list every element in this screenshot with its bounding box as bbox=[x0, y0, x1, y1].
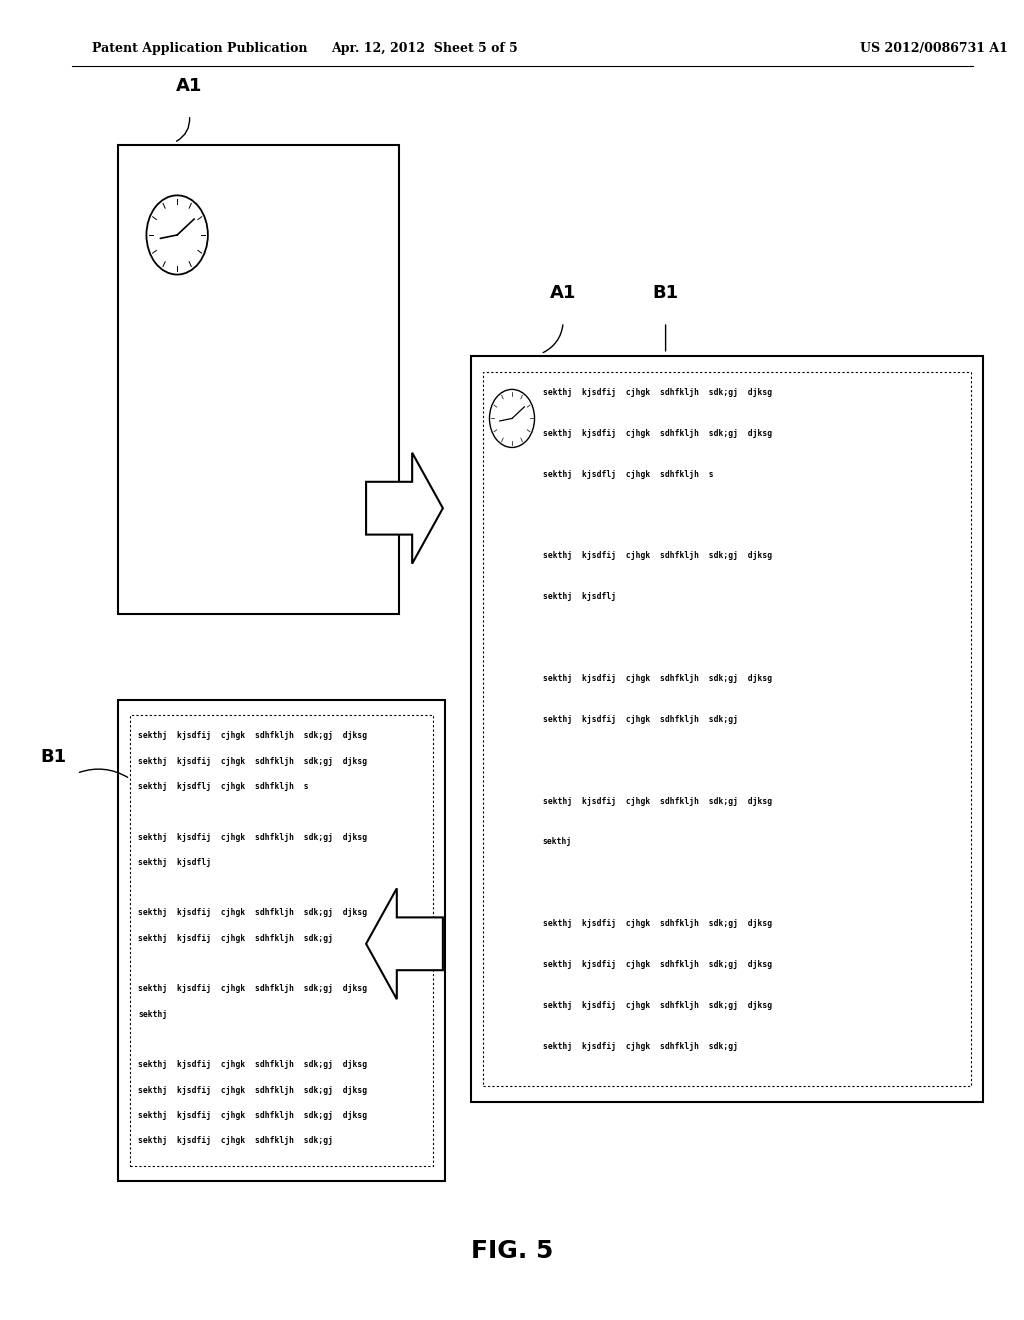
Text: sekthj  kjsdfij  cjhgk  sdhfkljh  sdk;gj  djksg: sekthj kjsdfij cjhgk sdhfkljh sdk;gj djk… bbox=[138, 731, 368, 741]
Text: sekthj  kjsdfij  cjhgk  sdhfkljh  sdk;gj  djksg: sekthj kjsdfij cjhgk sdhfkljh sdk;gj djk… bbox=[138, 756, 368, 766]
Text: sekthj: sekthj bbox=[138, 1010, 168, 1019]
Text: A1: A1 bbox=[550, 284, 577, 302]
Text: sekthj  kjsdfij  cjhgk  sdhfkljh  sdk;gj  djksg: sekthj kjsdfij cjhgk sdhfkljh sdk;gj djk… bbox=[138, 985, 368, 994]
FancyArrowPatch shape bbox=[80, 770, 128, 777]
Text: sekthj  kjsdfij  cjhgk  sdhfkljh  sdk;gj  djksg: sekthj kjsdfij cjhgk sdhfkljh sdk;gj djk… bbox=[138, 1085, 368, 1094]
Text: A1: A1 bbox=[176, 77, 203, 95]
Text: Patent Application Publication: Patent Application Publication bbox=[92, 42, 307, 55]
Text: sekthj  kjsdfij  cjhgk  sdhfkljh  sdk;gj  djksg: sekthj kjsdfij cjhgk sdhfkljh sdk;gj djk… bbox=[543, 960, 772, 969]
Text: sekthj  kjsdflj  cjhgk  sdhfkljh  s: sekthj kjsdflj cjhgk sdhfkljh s bbox=[138, 781, 309, 791]
Text: sekthj  kjsdfij  cjhgk  sdhfkljh  sdk;gj: sekthj kjsdfij cjhgk sdhfkljh sdk;gj bbox=[543, 1041, 737, 1051]
FancyArrowPatch shape bbox=[176, 117, 189, 141]
Text: sekthj  kjsdfij  cjhgk  sdhfkljh  sdk;gj  djksg: sekthj kjsdfij cjhgk sdhfkljh sdk;gj djk… bbox=[138, 1060, 368, 1069]
Bar bbox=[118, 700, 445, 1181]
Bar bbox=[118, 145, 399, 614]
Text: sekthj  kjsdfij  cjhgk  sdhfkljh  sdk;gj  djksg: sekthj kjsdfij cjhgk sdhfkljh sdk;gj djk… bbox=[138, 908, 368, 917]
Text: sekthj  kjsdfij  cjhgk  sdhfkljh  sdk;gj  djksg: sekthj kjsdfij cjhgk sdhfkljh sdk;gj djk… bbox=[543, 552, 772, 561]
Text: FIG. 5: FIG. 5 bbox=[471, 1239, 553, 1263]
Text: sekthj  kjsdfij  cjhgk  sdhfkljh  sdk;gj  djksg: sekthj kjsdfij cjhgk sdhfkljh sdk;gj djk… bbox=[138, 1111, 368, 1119]
Bar bbox=[483, 372, 971, 1086]
Text: sekthj  kjsdfij  cjhgk  sdhfkljh  sdk;gj  djksg: sekthj kjsdfij cjhgk sdhfkljh sdk;gj djk… bbox=[543, 429, 772, 438]
Text: sekthj  kjsdfij  cjhgk  sdhfkljh  sdk;gj  djksg: sekthj kjsdfij cjhgk sdhfkljh sdk;gj djk… bbox=[543, 675, 772, 682]
Text: sekthj  kjsdfij  cjhgk  sdhfkljh  sdk;gj  djksg: sekthj kjsdfij cjhgk sdhfkljh sdk;gj djk… bbox=[543, 1001, 772, 1010]
Bar bbox=[130, 715, 433, 1166]
Text: Apr. 12, 2012  Sheet 5 of 5: Apr. 12, 2012 Sheet 5 of 5 bbox=[332, 42, 518, 55]
Text: sekthj  kjsdfij  cjhgk  sdhfkljh  sdk;gj: sekthj kjsdfij cjhgk sdhfkljh sdk;gj bbox=[543, 715, 737, 723]
Text: sekthj  kjsdflj: sekthj kjsdflj bbox=[543, 593, 615, 602]
Text: sekthj  kjsdfij  cjhgk  sdhfkljh  sdk;gj  djksg: sekthj kjsdfij cjhgk sdhfkljh sdk;gj djk… bbox=[543, 388, 772, 397]
Text: US 2012/0086731 A1: US 2012/0086731 A1 bbox=[860, 42, 1008, 55]
Text: sekthj  kjsdfij  cjhgk  sdhfkljh  sdk;gj  djksg: sekthj kjsdfij cjhgk sdhfkljh sdk;gj djk… bbox=[138, 833, 368, 842]
Polygon shape bbox=[367, 453, 442, 564]
Text: sekthj  kjsdflj  cjhgk  sdhfkljh  s: sekthj kjsdflj cjhgk sdhfkljh s bbox=[543, 470, 714, 479]
Bar bbox=[471, 356, 983, 1102]
Polygon shape bbox=[367, 888, 442, 999]
Text: sekthj  kjsdflj: sekthj kjsdflj bbox=[138, 858, 211, 867]
FancyArrowPatch shape bbox=[543, 325, 563, 352]
Text: sekthj  kjsdfij  cjhgk  sdhfkljh  sdk;gj: sekthj kjsdfij cjhgk sdhfkljh sdk;gj bbox=[138, 933, 333, 942]
Text: sekthj: sekthj bbox=[543, 837, 572, 846]
Text: B1: B1 bbox=[40, 748, 67, 767]
Text: sekthj  kjsdfij  cjhgk  sdhfkljh  sdk;gj: sekthj kjsdfij cjhgk sdhfkljh sdk;gj bbox=[138, 1137, 333, 1146]
Text: B1: B1 bbox=[652, 284, 679, 302]
Text: sekthj  kjsdfij  cjhgk  sdhfkljh  sdk;gj  djksg: sekthj kjsdfij cjhgk sdhfkljh sdk;gj djk… bbox=[543, 796, 772, 805]
Text: sekthj  kjsdfij  cjhgk  sdhfkljh  sdk;gj  djksg: sekthj kjsdfij cjhgk sdhfkljh sdk;gj djk… bbox=[543, 919, 772, 928]
